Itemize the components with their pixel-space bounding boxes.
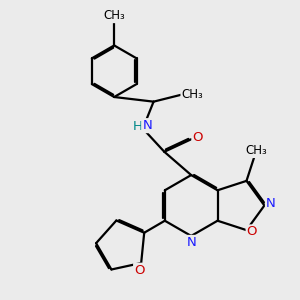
Text: CH₃: CH₃ xyxy=(103,9,125,22)
Text: O: O xyxy=(247,225,257,239)
Text: N: N xyxy=(266,197,276,210)
Text: H: H xyxy=(133,120,142,133)
Text: O: O xyxy=(192,131,203,144)
Text: CH₃: CH₃ xyxy=(245,144,267,157)
Text: N: N xyxy=(186,236,196,249)
Text: N: N xyxy=(142,119,152,132)
Text: O: O xyxy=(134,264,145,277)
Text: CH₃: CH₃ xyxy=(182,88,203,101)
